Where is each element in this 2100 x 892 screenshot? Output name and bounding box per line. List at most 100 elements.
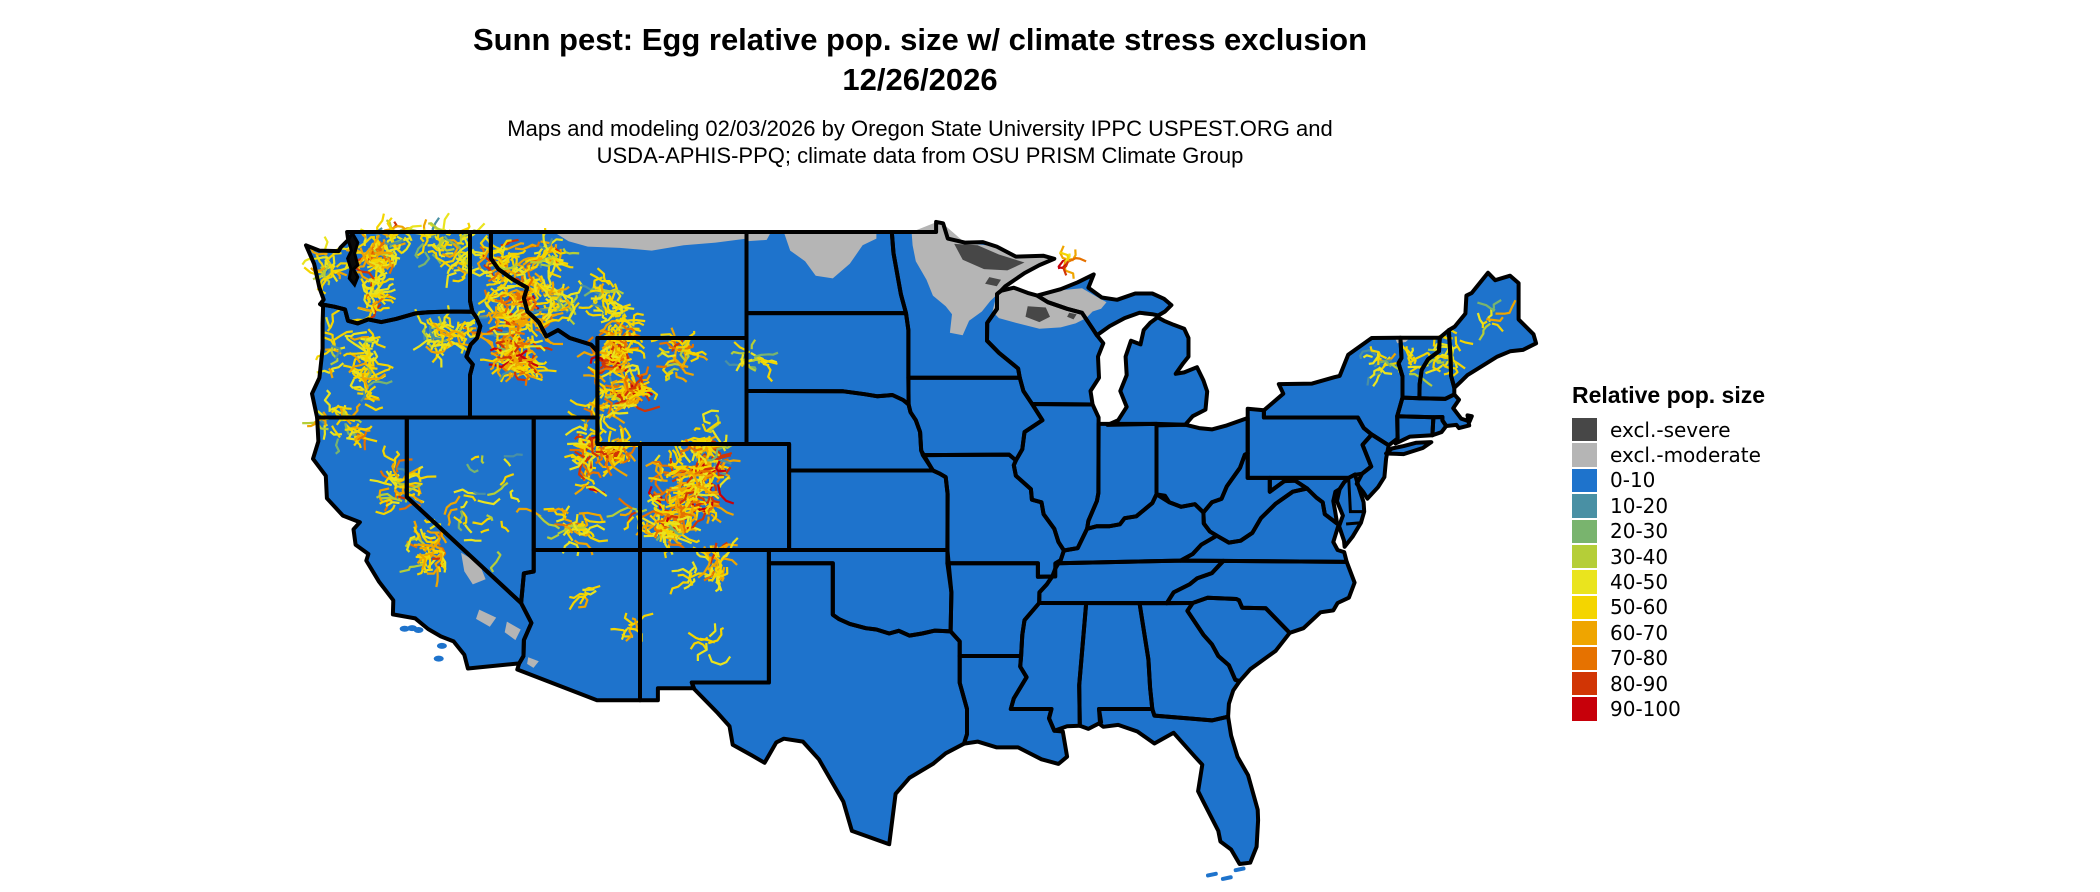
state-fill-sc bbox=[1187, 597, 1290, 682]
speckle bbox=[533, 281, 538, 293]
speckle bbox=[440, 323, 455, 330]
speckle bbox=[617, 351, 629, 364]
speckle bbox=[462, 267, 489, 277]
speckle bbox=[589, 272, 615, 288]
speckle bbox=[439, 323, 452, 331]
speckle bbox=[417, 251, 431, 268]
speckle bbox=[327, 252, 342, 260]
speckle bbox=[489, 290, 504, 300]
speckle bbox=[685, 523, 692, 534]
channel-island bbox=[436, 642, 447, 649]
speckle bbox=[372, 243, 378, 251]
speckle bbox=[671, 567, 691, 575]
speckle bbox=[546, 533, 560, 540]
speckle bbox=[440, 555, 447, 573]
speckle bbox=[562, 294, 578, 308]
speckle bbox=[693, 427, 701, 432]
speckle bbox=[368, 391, 376, 403]
exclusion-moderate-region bbox=[527, 657, 539, 668]
speckle bbox=[608, 455, 628, 477]
speckle bbox=[582, 462, 591, 477]
speckle bbox=[577, 461, 591, 471]
speckle bbox=[500, 344, 513, 358]
speckle bbox=[660, 351, 676, 358]
speckle bbox=[663, 522, 680, 527]
speckle bbox=[353, 433, 364, 442]
speckle bbox=[707, 653, 732, 666]
state-borders bbox=[304, 219, 1539, 866]
speckle bbox=[707, 446, 723, 462]
exclusion-moderate-region bbox=[504, 621, 521, 641]
speckle bbox=[324, 331, 334, 340]
speckle bbox=[623, 516, 635, 531]
speckle bbox=[624, 340, 627, 348]
speckle bbox=[594, 284, 602, 290]
speckle bbox=[363, 373, 387, 380]
speckle bbox=[600, 345, 611, 360]
speckle bbox=[453, 515, 463, 524]
speckle bbox=[509, 489, 521, 503]
speckle bbox=[407, 472, 422, 483]
speckle bbox=[349, 378, 365, 392]
speckle bbox=[466, 325, 478, 338]
legend-label: 60-70 bbox=[1610, 620, 1669, 645]
speckle bbox=[496, 245, 504, 253]
speckle bbox=[330, 344, 342, 360]
state-fill-wa bbox=[306, 232, 473, 324]
map-legend: Relative pop. size excl.-severe excl.-mod… bbox=[1572, 382, 1765, 723]
speckle bbox=[435, 568, 439, 588]
speckle bbox=[635, 389, 659, 401]
speckle bbox=[384, 239, 404, 245]
state-fill-tn bbox=[1039, 560, 1224, 604]
speckle bbox=[330, 357, 339, 366]
speckle bbox=[539, 284, 562, 302]
state-fill-ar bbox=[947, 563, 1053, 656]
speckle bbox=[627, 396, 636, 409]
speckle bbox=[549, 238, 563, 246]
channel-island bbox=[399, 625, 410, 632]
speckle bbox=[704, 567, 714, 578]
puget-sound bbox=[345, 230, 360, 288]
speckle bbox=[495, 316, 510, 322]
speckle bbox=[423, 519, 430, 524]
speckle bbox=[459, 321, 467, 331]
speckle bbox=[354, 425, 373, 434]
speckle bbox=[606, 449, 618, 455]
speckle bbox=[399, 563, 424, 573]
speckle bbox=[320, 265, 331, 286]
speckle bbox=[1368, 351, 1380, 365]
speckle bbox=[365, 385, 377, 398]
speckle bbox=[547, 507, 569, 515]
speckle bbox=[326, 308, 341, 332]
speckle bbox=[604, 383, 621, 389]
speckle bbox=[371, 259, 379, 263]
speckle bbox=[614, 399, 629, 406]
speckle bbox=[627, 393, 645, 401]
speckle bbox=[528, 354, 538, 374]
speckle bbox=[542, 232, 550, 252]
speckle bbox=[335, 438, 341, 455]
speckle bbox=[676, 338, 691, 349]
map-title: Sunn pest: Egg relative pop. size w/ cli… bbox=[472, 22, 1368, 57]
speckle bbox=[1454, 336, 1462, 352]
legend-row: 50-60 bbox=[1572, 595, 1765, 619]
speckle bbox=[510, 353, 519, 367]
speckle bbox=[1444, 348, 1455, 366]
legend-label: 80-90 bbox=[1610, 671, 1669, 696]
speckle bbox=[369, 478, 393, 487]
speckle bbox=[392, 450, 401, 469]
speckle bbox=[368, 259, 380, 267]
speckle bbox=[444, 315, 452, 326]
speckle bbox=[649, 514, 663, 531]
speckle bbox=[379, 498, 393, 505]
speckle bbox=[540, 259, 554, 267]
speckle bbox=[613, 457, 625, 462]
speckle bbox=[515, 349, 528, 357]
speckle bbox=[703, 570, 716, 582]
legend-swatch bbox=[1572, 418, 1597, 442]
exclusion-moderate-region bbox=[476, 609, 497, 627]
speckle bbox=[582, 513, 589, 528]
speckle bbox=[452, 276, 466, 283]
speckle bbox=[698, 453, 708, 465]
